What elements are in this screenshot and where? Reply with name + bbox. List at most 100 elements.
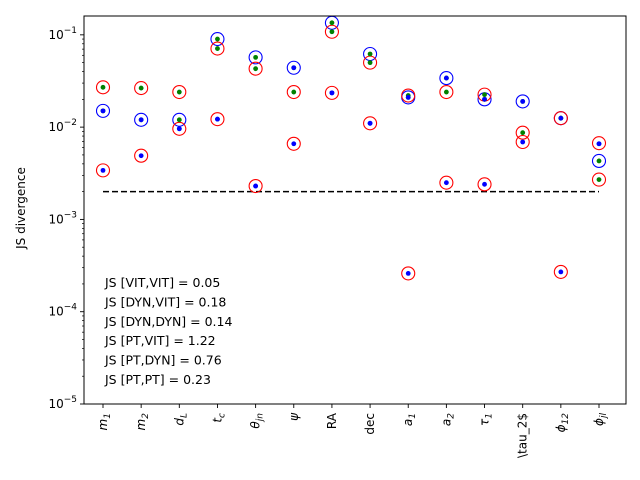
- ring-marker: [401, 266, 416, 281]
- ring-marker: [172, 121, 187, 136]
- x-category-label: dL: [172, 413, 189, 426]
- ring-marker: [401, 88, 416, 103]
- x-category-label: θjn: [249, 413, 266, 429]
- category-base: RA: [325, 412, 339, 429]
- dot-marker: [215, 46, 220, 51]
- js-annotation-line: JS [DYN,VIT] = 0.18: [104, 294, 226, 309]
- category-base: ψ: [287, 412, 301, 421]
- y-tick-exponent: −1: [64, 26, 77, 36]
- y-tick-base: 10: [48, 305, 63, 319]
- dot-marker: [482, 96, 487, 102]
- dot-marker: [138, 85, 144, 91]
- dot-marker: [291, 65, 297, 71]
- y-tick-label: 10−5: [48, 395, 77, 411]
- y-tick-exponent: −4: [64, 303, 78, 313]
- ring-marker: [439, 84, 454, 100]
- dot-marker: [443, 75, 449, 81]
- ring-marker: [134, 81, 149, 96]
- category-subscript: L: [179, 413, 189, 418]
- ring-marker: [439, 175, 454, 190]
- dot-marker: [176, 117, 182, 123]
- x-category-label: \tau_2$: [516, 413, 530, 458]
- dot-marker: [405, 271, 411, 276]
- ring-marker: [477, 177, 492, 192]
- category-subscript: c: [217, 413, 227, 418]
- series-red-ring-1: [95, 24, 607, 151]
- ring-marker: [248, 178, 263, 194]
- x-category-label: ϕjl: [592, 413, 609, 426]
- dot-marker: [215, 36, 220, 42]
- y-tick-label: 10−4: [48, 303, 77, 319]
- js-annotation-line: JS [PT,PT] = 0.23: [104, 372, 211, 387]
- y-tick-base: 10: [48, 28, 63, 42]
- dot-marker: [443, 180, 449, 186]
- ring-marker: [591, 153, 607, 169]
- dot-marker: [138, 117, 144, 123]
- dot-marker: [253, 183, 259, 189]
- y-tick-exponent: −3: [64, 210, 77, 220]
- ring-marker: [591, 136, 607, 151]
- ring-marker: [515, 94, 530, 109]
- dot-marker: [558, 269, 564, 275]
- category-subscript: 1: [103, 413, 113, 419]
- x-category-label: a2: [439, 413, 456, 426]
- ring-marker: [95, 80, 111, 95]
- ring-marker: [324, 24, 339, 39]
- category-base: m: [96, 419, 110, 431]
- ring-marker: [172, 84, 187, 100]
- y-tick-base: 10: [48, 397, 63, 411]
- annotation-block: JS [VIT,VIT] = 0.05 JS [DYN,VIT] = 0.18 JS…: [104, 275, 232, 387]
- x-category-label: dec: [363, 413, 377, 435]
- dot-marker: [100, 108, 106, 114]
- dot-marker: [443, 89, 449, 95]
- x-category-label: m2: [134, 413, 151, 431]
- x-category-label: m1: [96, 413, 113, 430]
- x-category-label: RA: [325, 412, 339, 429]
- dot-marker: [558, 115, 564, 121]
- y-tick-exponent: −2: [64, 118, 77, 128]
- dot-marker: [100, 84, 106, 90]
- dot-marker: [329, 29, 335, 35]
- ring-marker: [172, 112, 187, 127]
- ring-marker: [286, 84, 301, 100]
- dot-marker: [405, 94, 411, 100]
- dot-marker: [176, 89, 182, 95]
- ring-marker: [210, 32, 225, 47]
- dot-marker: [215, 116, 220, 122]
- ring-marker: [439, 71, 454, 86]
- js-annotation-line: JS [PT,DYN] = 0.76: [104, 353, 222, 368]
- ring-marker: [210, 41, 225, 56]
- dot-marker: [520, 139, 526, 145]
- category-subscript: 2: [446, 413, 456, 419]
- js-annotation-line: JS [PT,VIT] = 1.22: [104, 333, 216, 348]
- y-axis-label: JS divergence: [14, 167, 28, 250]
- ring-marker: [591, 172, 607, 187]
- series-red-ring-2: [95, 85, 607, 281]
- dot-marker: [596, 177, 602, 183]
- dot-marker: [291, 141, 297, 147]
- x-category-label: ϕ12: [554, 413, 571, 433]
- category-subscript: jn: [256, 413, 266, 424]
- y-tick-base: 10: [48, 212, 63, 226]
- dot-marker: [482, 92, 487, 98]
- dot-marker: [291, 89, 297, 95]
- dot-marker: [482, 181, 487, 187]
- dot-marker: [596, 141, 602, 147]
- dot-marker: [367, 120, 373, 126]
- y-tick-label: 10−3: [48, 210, 77, 226]
- y-tick-label: 10−2: [48, 118, 77, 134]
- y-tick-exponent: −5: [64, 395, 77, 405]
- ring-marker: [95, 163, 111, 178]
- dot-marker: [367, 60, 373, 66]
- ring-marker: [286, 60, 301, 75]
- category-base: τ: [478, 418, 492, 426]
- x-category-label: tc: [210, 413, 227, 423]
- dot-marker: [329, 20, 335, 26]
- axes-background: [84, 16, 626, 404]
- category-base: ϕ: [554, 424, 568, 432]
- x-category-label: a1: [401, 413, 418, 426]
- ring-marker: [553, 111, 568, 126]
- js-annotation-line: JS [DYN,DYN] = 0.14: [104, 314, 232, 329]
